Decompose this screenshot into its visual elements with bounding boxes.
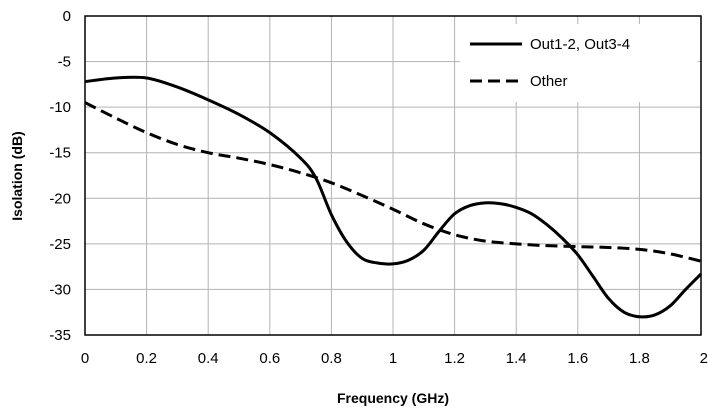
y-axis-title: Isolation (dB) [9, 131, 25, 220]
plot-area-frame [84, 15, 702, 336]
x-tick-label: 0.2 [136, 350, 157, 367]
x-tick-label: 1.4 [506, 350, 527, 367]
x-tick-label: 0 [81, 350, 89, 367]
x-tick-label: 0.8 [321, 350, 342, 367]
legend-background [460, 24, 698, 102]
y-tick-label: -10 [49, 99, 71, 116]
series-lines [84, 75, 703, 319]
x-tick-label: 1.2 [444, 350, 465, 367]
y-tick-label: -15 [49, 145, 71, 162]
x-tick-label: 1.6 [567, 350, 588, 367]
y-tick-label: -35 [49, 327, 71, 344]
y-axis-ticks: 0 -5 -10 -15 -20 -25 -30 -35 [49, 8, 71, 344]
x-tick-label: 0.6 [259, 350, 280, 367]
x-tick-label: 0.4 [198, 350, 219, 367]
y-tick-label: -5 [58, 54, 71, 71]
x-axis-ticks: 0 0.2 0.4 0.6 0.8 1 1.2 1.4 1.6 1.8 2 [81, 350, 708, 367]
y-tick-label: -30 [49, 281, 71, 298]
x-tick-label: 1 [389, 350, 397, 367]
x-tick-label: 2 [700, 350, 708, 367]
legend: Out1-2, Out3-4 Other [460, 24, 698, 102]
legend-label-out12-out34: Out1-2, Out3-4 [530, 36, 630, 53]
x-axis-title: Frequency (GHz) [337, 390, 449, 406]
legend-label-other: Other [530, 73, 568, 90]
x-tick-label: 1.8 [629, 350, 650, 367]
y-tick-label: 0 [63, 8, 71, 25]
y-tick-label: -25 [49, 236, 71, 253]
series-line-other [84, 101, 702, 263]
y-tick-label: -20 [49, 190, 71, 207]
series-line-out12-out34 [84, 75, 703, 319]
